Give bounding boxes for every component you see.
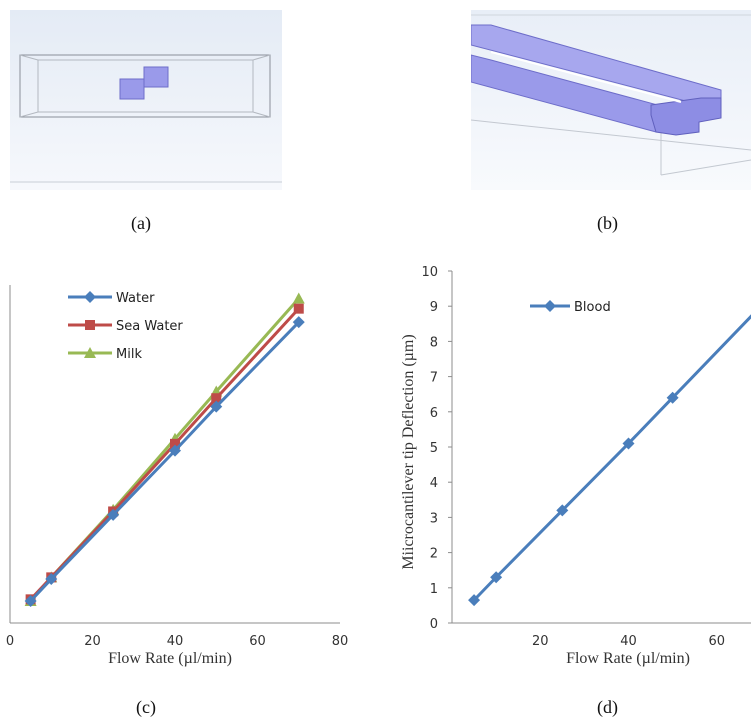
data-point [490,571,503,584]
legend-label: Water [116,291,155,306]
data-point [107,508,120,521]
legend-marker [84,291,96,303]
y-tick-label: 10 [421,265,438,280]
panel-b [470,10,751,190]
geometry-view-b [470,10,751,190]
x-tick-label: 60 [249,634,266,649]
legend-label: Milk [116,347,142,362]
y-tick-label: 6 [430,406,438,421]
x-axis-title: Flow Rate (µl/min) [108,650,232,667]
chart-d-svg: 0 1 2 3 4 5 6 7 8 9 10 20 40 60 Flow Rate (µl/min) Miic… [400,265,751,667]
data-point [293,303,304,314]
caption-c: (c) [136,697,156,717]
caption-a: (a) [131,213,151,233]
data-point [210,400,223,413]
legend-marker [84,347,96,358]
data-point [556,504,569,517]
y-tick-label: 0 [430,617,438,632]
data-point [292,316,305,329]
channel-inner-outline [37,59,254,113]
chart-c-svg: 0 20 40 60 80 Flow Rate (µl/min) Water Sea Wate… [6,285,349,667]
data-point [211,393,222,404]
series-line-water [29,321,300,603]
data-point [169,444,181,457]
y-tick-label: 8 [430,335,438,350]
data-point [24,595,37,608]
y-tick-label: 1 [430,582,438,597]
x-tick-label: 60 [708,634,725,649]
data-point [666,391,679,404]
caption-b: (b) [597,213,618,233]
x-axis-title: Flow Rate (µl/min) [566,650,690,667]
legend-label: Blood [574,300,611,315]
y-tick-label: 7 [430,371,438,386]
legend-marker [544,300,556,312]
data-point [170,438,180,449]
x-tick-label: 40 [167,634,184,649]
cantilever-block-upper [143,66,169,88]
y-tick-label: 5 [430,441,438,456]
chart-d: 0 1 2 3 4 5 6 7 8 9 10 20 40 60 Flow Rate (µl/min) Miic… [395,255,751,675]
cantilever-block-lower [119,78,145,100]
y-tick-label: 4 [430,476,438,491]
legend-marker [85,320,95,330]
geometry-view-a [10,10,282,190]
x-tick-label: 40 [620,634,637,649]
channel-outline [19,54,271,118]
y-tick-label: 9 [430,300,438,315]
x-tick-label: 80 [332,634,349,649]
data-point [468,594,481,607]
data-point [622,437,635,450]
x-tick-label: 20 [532,634,549,649]
caption-d: (d) [597,697,618,717]
y-tick-label: 2 [430,547,438,562]
viewport-background [10,10,282,190]
panel-a [10,10,282,190]
y-axis-title: Miicrocantilever tip Deflection (µm) [400,334,417,569]
x-tick-label: 0 [6,634,14,649]
x-tick-label: 20 [84,634,101,649]
y-tick-label: 3 [430,511,438,526]
data-point [292,292,305,304]
legend-label: Sea Water [116,319,183,334]
cantilever-tip-block [650,97,722,136]
chart-c: 0 20 40 60 80 Flow Rate (µl/min) Water Sea Wate… [0,265,360,675]
data-point [45,573,58,586]
series-line-blood [472,314,751,602]
